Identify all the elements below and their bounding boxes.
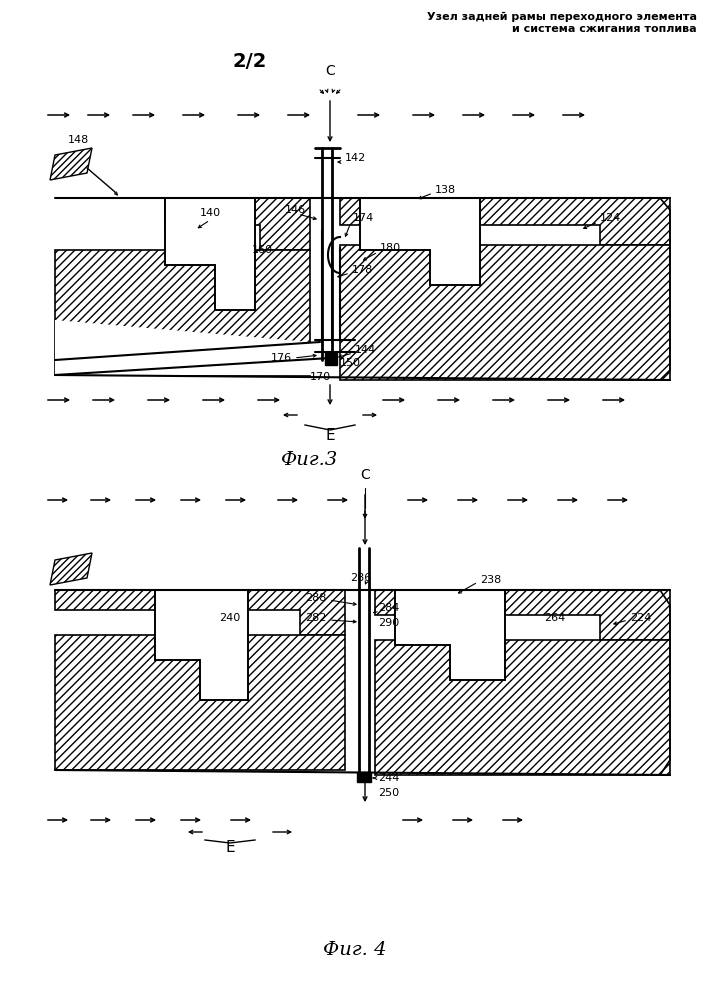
Polygon shape: [55, 250, 310, 375]
Polygon shape: [340, 245, 670, 380]
Text: 144: 144: [355, 345, 376, 355]
Polygon shape: [55, 590, 345, 635]
Text: 138: 138: [435, 185, 456, 195]
Text: 290: 290: [378, 618, 399, 628]
Polygon shape: [55, 198, 310, 250]
Text: 148: 148: [68, 135, 89, 145]
Text: C: C: [360, 468, 370, 482]
Text: 250: 250: [378, 788, 399, 798]
Text: 288: 288: [305, 593, 327, 603]
Text: 284: 284: [378, 603, 399, 613]
Text: 176: 176: [271, 353, 292, 363]
Text: 142: 142: [345, 153, 366, 163]
Text: Фиг. 4: Фиг. 4: [323, 941, 387, 959]
Text: 2/2: 2/2: [233, 52, 267, 71]
Text: 238: 238: [480, 575, 501, 585]
Text: 282: 282: [305, 613, 327, 623]
Text: 286: 286: [350, 573, 371, 583]
Polygon shape: [55, 635, 345, 770]
Polygon shape: [50, 553, 92, 585]
Text: 140: 140: [199, 208, 221, 218]
Text: 264: 264: [544, 613, 566, 623]
Polygon shape: [165, 198, 255, 310]
Text: E: E: [325, 428, 335, 442]
Text: Фиг.3: Фиг.3: [281, 451, 339, 469]
Polygon shape: [50, 148, 92, 180]
Text: 170: 170: [310, 372, 331, 382]
Polygon shape: [375, 590, 670, 640]
Polygon shape: [395, 590, 505, 680]
Bar: [357, 772, 371, 782]
Polygon shape: [375, 640, 670, 775]
Text: 150: 150: [340, 358, 361, 368]
Text: 180: 180: [380, 243, 401, 253]
Text: C: C: [325, 64, 335, 78]
Text: 240: 240: [219, 613, 240, 623]
Text: Узел задней рамы переходного элемента: Узел задней рамы переходного элемента: [427, 12, 697, 22]
Polygon shape: [340, 198, 670, 245]
Text: 244: 244: [378, 773, 399, 783]
Polygon shape: [55, 320, 330, 375]
Text: 224: 224: [630, 613, 651, 623]
Text: и система сжигания топлива: и система сжигания топлива: [513, 24, 697, 34]
Text: 178: 178: [352, 265, 373, 275]
Text: E: E: [226, 840, 235, 856]
Text: 174: 174: [353, 213, 374, 223]
Text: 146: 146: [285, 205, 306, 215]
Polygon shape: [360, 198, 480, 285]
Polygon shape: [155, 590, 248, 700]
Bar: [325, 353, 337, 365]
Text: 160: 160: [252, 245, 272, 255]
Text: 124: 124: [600, 213, 621, 223]
